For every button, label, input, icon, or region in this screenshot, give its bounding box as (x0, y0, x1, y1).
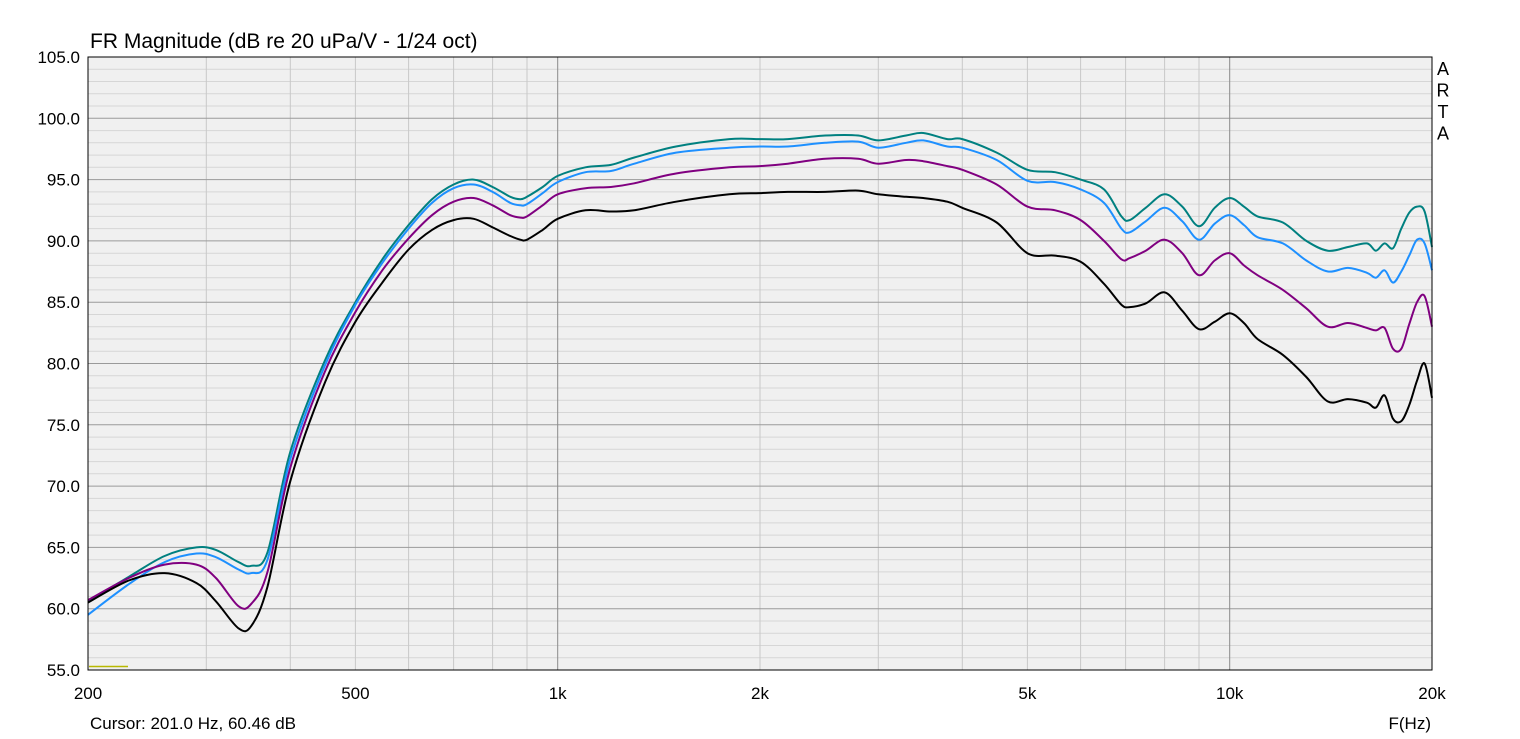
x-tick-label: 5k (1018, 684, 1036, 703)
x-tick-label: 1k (549, 684, 567, 703)
series-line (87, 189, 1433, 633)
series-line (87, 131, 1433, 603)
x-tick-labels: 200 500 1k 2k 5k 10k 20k (74, 684, 1446, 703)
y-tick-labels: 105.0 100.0 95.0 90.0 85.0 80.0 75.0 70.0 65.0 60… (37, 48, 80, 680)
y-tick-label: 65.0 (47, 538, 80, 557)
minor-grid (88, 57, 1432, 670)
y-tick-label: 70.0 (47, 477, 80, 496)
chart-title: FR Magnitude (dB re 20 uPa/V - 1/24 oct) (90, 30, 478, 53)
x-tick-label: 200 (74, 684, 102, 703)
cursor-readout: Cursor: 201.0 Hz, 60.46 dB (90, 714, 296, 733)
series-layer (87, 131, 1433, 633)
y-tick-label: 105.0 (37, 48, 80, 67)
x-tick-label: 10k (1216, 684, 1244, 703)
series-line (87, 157, 1433, 610)
series-line (87, 139, 1433, 616)
y-tick-label: 85.0 (47, 293, 80, 312)
x-tick-label: 2k (751, 684, 769, 703)
x-tick-label: 20k (1418, 684, 1446, 703)
x-tick-label: 500 (341, 684, 369, 703)
plot-frame (87, 56, 1433, 671)
y-tick-label: 90.0 (47, 232, 80, 251)
y-tick-label: 75.0 (47, 416, 80, 435)
y-tick-label: 100.0 (37, 109, 80, 128)
y-tick-label: 60.0 (47, 600, 80, 619)
y-tick-label: 55.0 (47, 661, 80, 680)
x-axis-label: F(Hz) (1389, 714, 1431, 733)
y-tick-label: 80.0 (47, 355, 80, 374)
y-tick-label: 95.0 (47, 171, 80, 190)
